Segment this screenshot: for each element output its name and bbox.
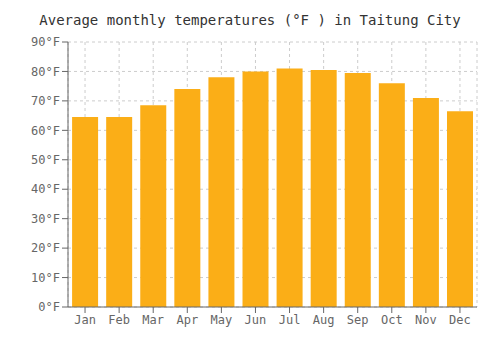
svg-text:Apr: Apr <box>176 313 198 327</box>
svg-text:60°F: 60°F <box>31 124 60 138</box>
svg-text:0°F: 0°F <box>38 300 60 314</box>
svg-text:40°F: 40°F <box>31 182 60 196</box>
svg-text:30°F: 30°F <box>31 212 60 226</box>
svg-text:90°F: 90°F <box>31 35 60 49</box>
svg-text:Aug: Aug <box>313 313 335 327</box>
svg-text:10°F: 10°F <box>31 271 60 285</box>
svg-text:Jan: Jan <box>74 313 96 327</box>
svg-text:Nov: Nov <box>415 313 437 327</box>
svg-text:Jul: Jul <box>279 313 301 327</box>
svg-text:May: May <box>211 313 233 327</box>
svg-text:70°F: 70°F <box>31 94 60 108</box>
svg-text:Oct: Oct <box>381 313 403 327</box>
svg-text:Sep: Sep <box>347 313 369 327</box>
svg-text:Jun: Jun <box>245 313 267 327</box>
html-text:Average monthly temperatures (: Average monthly temperatures (°F ) in Ta… <box>39 12 461 28</box>
svg-text:50°F: 50°F <box>31 153 60 167</box>
svg-text:Feb: Feb <box>108 313 130 327</box>
svg-text:Dec: Dec <box>449 313 471 327</box>
svg-text:20°F: 20°F <box>31 241 60 255</box>
svg-text:Mar: Mar <box>142 313 164 327</box>
svg-text:80°F: 80°F <box>31 65 60 79</box>
